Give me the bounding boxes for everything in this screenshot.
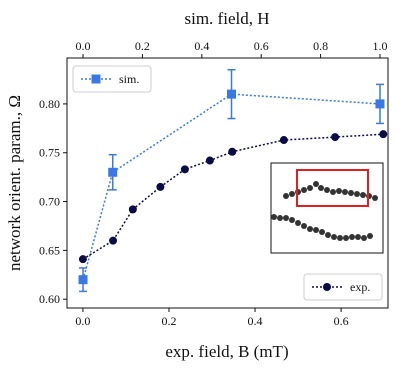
marker bbox=[128, 205, 137, 214]
x2-tick-label: 1.0 bbox=[372, 39, 387, 53]
marker bbox=[375, 99, 385, 109]
marker bbox=[109, 236, 118, 245]
marker bbox=[156, 182, 165, 191]
y-tick-label: 0.70 bbox=[39, 195, 60, 209]
x-tick-label: 0.4 bbox=[248, 314, 263, 328]
legend-marker bbox=[91, 74, 101, 84]
marker bbox=[78, 275, 88, 285]
x2-tick-label: 0.2 bbox=[135, 39, 150, 53]
x2-tick-label: 0.6 bbox=[254, 39, 269, 53]
x2-tick-label: 0.4 bbox=[194, 39, 209, 53]
marker bbox=[228, 147, 237, 156]
y-tick-label: 0.75 bbox=[39, 146, 60, 160]
y-axis-label: network orient. param., Ω bbox=[5, 95, 24, 271]
marker bbox=[379, 130, 388, 139]
series-line bbox=[82, 133, 384, 260]
x-tick-label: 0.2 bbox=[161, 314, 176, 328]
x-tick-label: 0.6 bbox=[334, 314, 349, 328]
plot-frame bbox=[66, 57, 389, 309]
y-tick-label: 0.60 bbox=[39, 292, 60, 306]
inset-image bbox=[270, 162, 384, 254]
marker bbox=[279, 136, 288, 145]
legend-label: sim. bbox=[119, 72, 139, 86]
legend-box bbox=[303, 273, 383, 301]
marker bbox=[180, 165, 189, 174]
x-axis-label: exp. field, B (mT) bbox=[165, 342, 288, 361]
x2-tick-label: 0.8 bbox=[313, 39, 328, 53]
x2-axis-label: sim. field, H bbox=[185, 9, 270, 28]
legend-marker bbox=[323, 283, 331, 291]
marker bbox=[227, 89, 237, 99]
y-tick-label: 0.80 bbox=[39, 97, 60, 111]
legend-box bbox=[72, 65, 152, 93]
series-line bbox=[82, 93, 381, 280]
x2-tick-label: 0.0 bbox=[76, 39, 91, 53]
marker bbox=[205, 156, 214, 165]
y-tick-label: 0.65 bbox=[39, 243, 60, 257]
marker bbox=[78, 255, 87, 264]
marker bbox=[331, 133, 340, 142]
legend-label: exp. bbox=[350, 280, 370, 294]
marker bbox=[108, 167, 118, 177]
x-tick-label: 0.0 bbox=[75, 314, 90, 328]
